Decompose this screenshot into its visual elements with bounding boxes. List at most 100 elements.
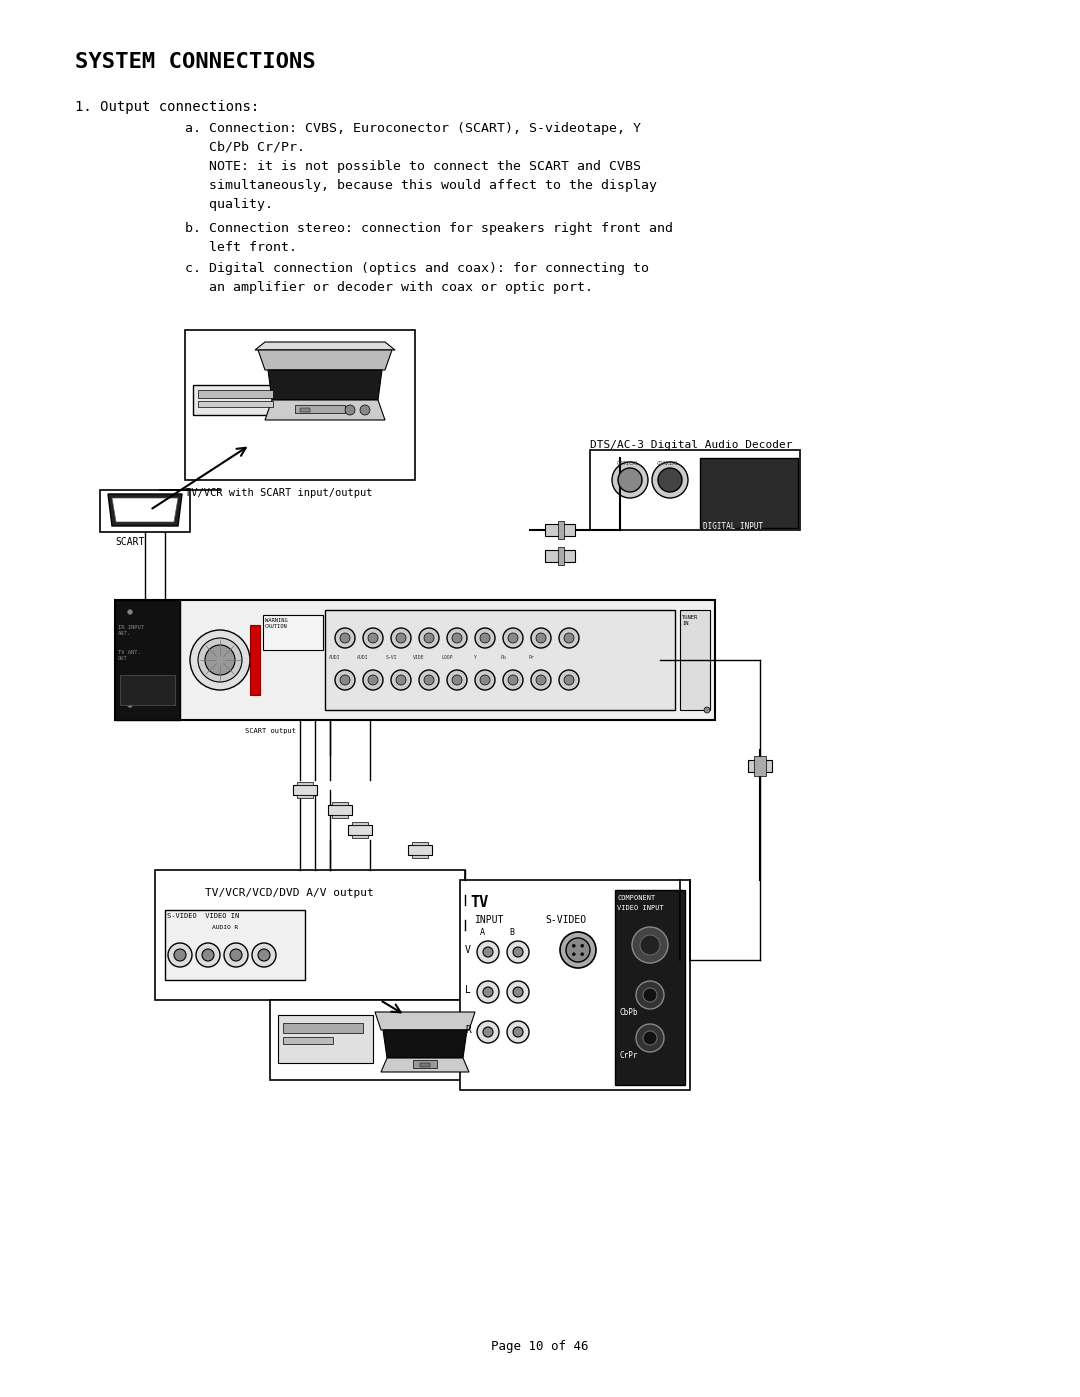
Bar (165, 909, 305, 981)
Text: VIDEO INPUT: VIDEO INPUT (617, 905, 664, 911)
Bar (264, 615, 323, 650)
Bar (680, 610, 710, 710)
Circle shape (127, 609, 133, 615)
Text: WARNING
CAUTION: WARNING CAUTION (265, 617, 287, 629)
Bar (300, 408, 310, 412)
Circle shape (636, 1024, 664, 1052)
Bar (270, 1000, 490, 1080)
Bar (558, 521, 564, 539)
Circle shape (643, 1031, 657, 1045)
Text: TV ANT.
OUT: TV ANT. OUT (118, 650, 140, 661)
Text: c. Digital connection (optics and coax): for connecting to: c. Digital connection (optics and coax):… (185, 263, 649, 275)
Text: R: R (465, 1025, 471, 1035)
Polygon shape (112, 497, 178, 522)
Circle shape (335, 671, 355, 690)
Circle shape (531, 671, 551, 690)
Circle shape (345, 405, 355, 415)
Circle shape (564, 675, 573, 685)
Bar (193, 386, 283, 415)
Circle shape (391, 671, 411, 690)
Polygon shape (265, 400, 384, 420)
Circle shape (507, 1021, 529, 1044)
Circle shape (507, 942, 529, 963)
Text: TV: TV (470, 895, 488, 909)
Circle shape (581, 953, 584, 956)
Circle shape (559, 671, 579, 690)
Text: Pr: Pr (528, 655, 534, 659)
Circle shape (195, 943, 220, 967)
Circle shape (503, 629, 523, 648)
Circle shape (632, 928, 669, 963)
Circle shape (230, 949, 242, 961)
Text: CbPb: CbPb (620, 1009, 638, 1017)
Circle shape (536, 675, 546, 685)
Text: TV/VCR/VCD/DVD A/V output: TV/VCR/VCD/DVD A/V output (205, 888, 374, 898)
Circle shape (475, 629, 495, 648)
Circle shape (513, 947, 523, 957)
Circle shape (360, 405, 370, 415)
Bar (411, 842, 428, 845)
Text: S-VI: S-VI (386, 655, 396, 659)
Circle shape (564, 633, 573, 643)
Circle shape (636, 981, 664, 1009)
Circle shape (368, 633, 378, 643)
Text: CrPr: CrPr (620, 1051, 638, 1060)
Bar (615, 890, 685, 1085)
Circle shape (513, 988, 523, 997)
Polygon shape (381, 1058, 469, 1071)
Text: INPUT: INPUT (475, 915, 504, 925)
Bar (700, 458, 798, 528)
Text: SYSTEM CONNECTIONS: SYSTEM CONNECTIONS (75, 52, 315, 73)
Circle shape (561, 932, 596, 968)
Circle shape (252, 943, 276, 967)
Text: a. Connection: CVBS, Euroconector (SCART), S-videotape, Y: a. Connection: CVBS, Euroconector (SCART… (185, 122, 642, 136)
Text: quality.: quality. (185, 198, 273, 211)
Circle shape (480, 675, 490, 685)
Text: A: A (480, 928, 485, 937)
Bar (120, 675, 175, 705)
Circle shape (396, 675, 406, 685)
Text: simultaneously, because this would affect to the display: simultaneously, because this would affec… (185, 179, 657, 191)
Bar (413, 1060, 437, 1067)
Bar (460, 880, 690, 1090)
Bar (411, 855, 428, 858)
Bar (748, 760, 772, 773)
Circle shape (572, 944, 576, 947)
Bar (249, 624, 260, 694)
Bar (283, 1023, 363, 1032)
Bar (156, 870, 465, 1000)
Text: B: B (510, 928, 514, 937)
Circle shape (224, 943, 248, 967)
Circle shape (174, 949, 186, 961)
Circle shape (477, 981, 499, 1003)
Bar (408, 845, 432, 855)
Bar (558, 548, 564, 564)
Circle shape (704, 707, 710, 712)
Bar (297, 795, 313, 798)
Text: Page 10 of 46: Page 10 of 46 (491, 1340, 589, 1354)
Circle shape (483, 988, 492, 997)
Bar (420, 1063, 430, 1067)
Bar (325, 610, 675, 710)
Text: L: L (465, 985, 471, 995)
Circle shape (419, 629, 438, 648)
Circle shape (508, 633, 518, 643)
Circle shape (368, 675, 378, 685)
Polygon shape (383, 1030, 467, 1058)
Circle shape (618, 468, 642, 492)
Bar (278, 1016, 373, 1063)
Bar (198, 390, 273, 398)
Circle shape (453, 633, 462, 643)
Text: b. Connection stereo: connection for speakers right front and: b. Connection stereo: connection for spe… (185, 222, 673, 235)
Bar (328, 805, 352, 814)
Bar (754, 756, 766, 775)
Polygon shape (258, 351, 392, 370)
Bar (295, 405, 345, 414)
Text: TV/VCR with SCART input/output: TV/VCR with SCART input/output (185, 488, 373, 497)
Circle shape (335, 629, 355, 648)
Circle shape (508, 675, 518, 685)
Circle shape (503, 671, 523, 690)
Circle shape (477, 942, 499, 963)
Text: IR INPUT
ANT.: IR INPUT ANT. (118, 624, 144, 636)
Polygon shape (255, 342, 395, 351)
